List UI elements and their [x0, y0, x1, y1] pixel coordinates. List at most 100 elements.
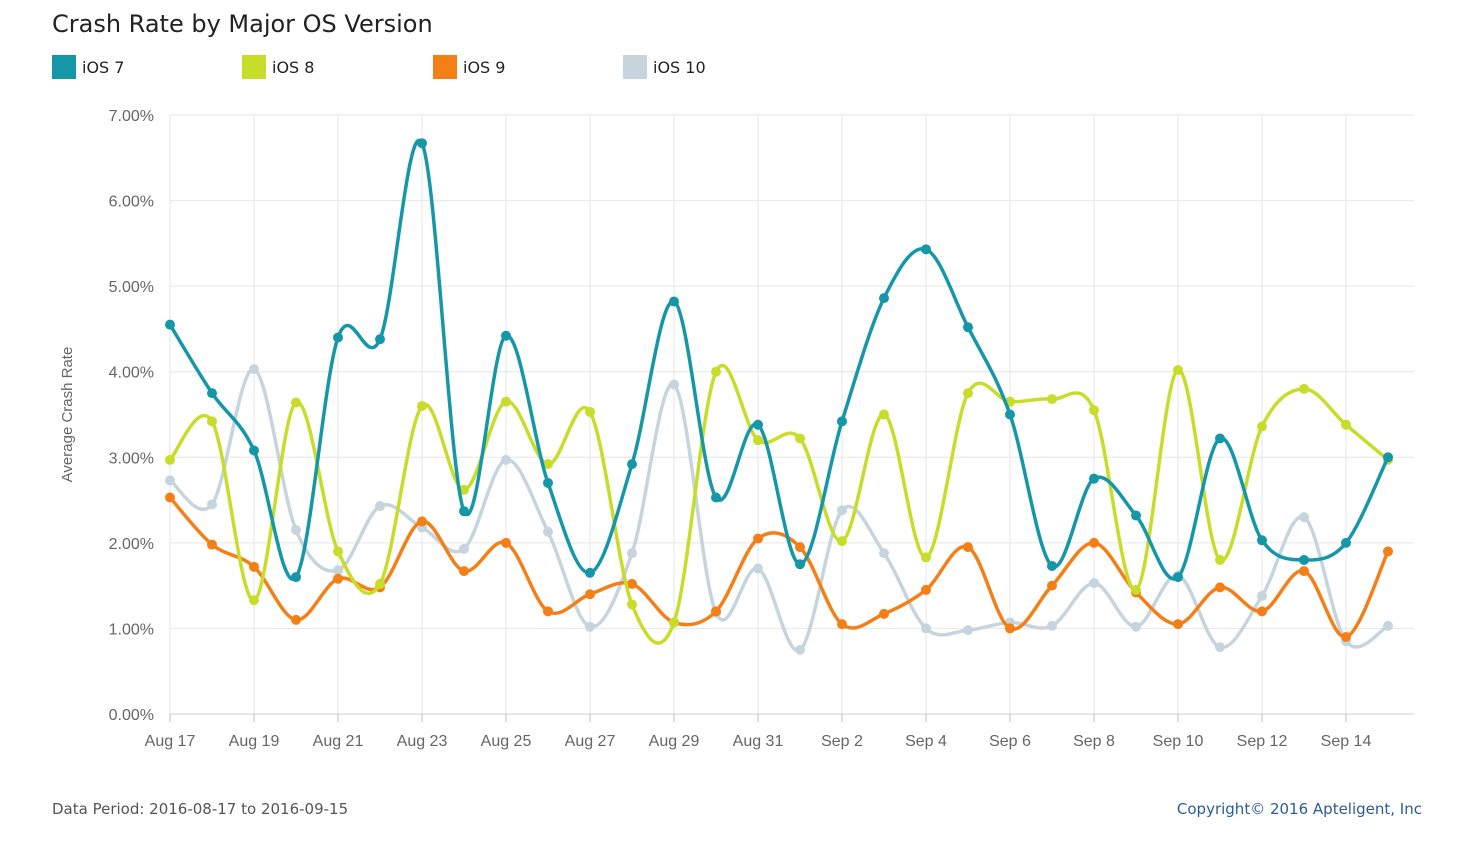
- y-tick-label: 7.00%: [109, 108, 154, 125]
- y-tick-label: 6.00%: [109, 194, 154, 211]
- data-point-ios7: [543, 477, 553, 488]
- data-point-ios7: [249, 445, 259, 456]
- data-point-ios8: [375, 578, 385, 589]
- x-tick-label: Sep 8: [1073, 733, 1115, 750]
- data-point-ios9: [543, 606, 553, 617]
- data-point-ios8: [837, 536, 847, 547]
- data-point-ios8: [1299, 383, 1309, 394]
- data-point-ios9: [333, 573, 343, 584]
- data-point-ios7: [1131, 510, 1141, 521]
- data-point-ios9: [1173, 619, 1183, 630]
- data-point-ios7: [165, 319, 175, 330]
- y-tick-label: 1.00%: [109, 621, 154, 638]
- data-point-ios8: [165, 454, 175, 465]
- y-tick-label: 0.00%: [109, 707, 154, 724]
- data-point-ios7: [417, 138, 427, 149]
- data-point-ios8: [753, 435, 763, 446]
- data-point-ios9: [1341, 631, 1351, 642]
- x-tick-label: Sep 10: [1153, 733, 1204, 750]
- data-point-ios9: [1005, 623, 1015, 634]
- data-point-ios8: [543, 459, 553, 470]
- data-point-ios8: [501, 396, 511, 407]
- legend-label-ios8: iOS 8: [272, 57, 315, 77]
- data-point-ios9: [711, 606, 721, 617]
- legend-item-ios10[interactable]: iOS 10: [623, 55, 706, 79]
- data-point-ios8: [1047, 394, 1057, 405]
- data-point-ios8: [1131, 584, 1141, 595]
- data-point-ios9: [249, 561, 259, 572]
- data-point-ios7: [1215, 433, 1225, 444]
- data-point-ios9: [627, 578, 637, 589]
- x-tick-label: Sep 14: [1321, 733, 1372, 750]
- data-point-ios10: [501, 454, 511, 465]
- data-point-ios9: [165, 492, 175, 503]
- data-point-ios10: [165, 475, 175, 486]
- x-tick-label: Aug 29: [649, 733, 700, 750]
- data-point-ios7: [1089, 473, 1099, 484]
- data-point-ios7: [963, 322, 973, 333]
- data-point-ios8: [1215, 554, 1225, 565]
- data-point-ios7: [1383, 452, 1393, 463]
- data-point-ios9: [1215, 582, 1225, 593]
- data-point-ios10: [543, 526, 553, 537]
- legend: iOS 7 iOS 8 iOS 9 iOS 10: [52, 55, 852, 79]
- chart-title: Crash Rate by Major OS Version: [52, 10, 433, 38]
- legend-label-ios10: iOS 10: [653, 57, 706, 77]
- data-point-ios7: [375, 334, 385, 345]
- data-point-ios7: [711, 492, 721, 503]
- data-point-ios7: [1173, 572, 1183, 583]
- x-tick-label: Sep 12: [1237, 733, 1288, 750]
- data-point-ios9: [291, 614, 301, 625]
- data-point-ios10: [1047, 620, 1057, 631]
- data-point-ios7: [921, 244, 931, 255]
- legend-item-ios8[interactable]: iOS 8: [242, 55, 314, 79]
- data-point-ios10: [1257, 590, 1267, 601]
- data-point-ios8: [459, 484, 469, 495]
- x-tick-label: Aug 25: [481, 733, 532, 750]
- data-point-ios9: [1257, 606, 1267, 617]
- data-point-ios10: [879, 548, 889, 559]
- data-point-ios7: [585, 567, 595, 578]
- x-tick-label: Sep 2: [821, 733, 863, 750]
- data-point-ios7: [1257, 535, 1267, 546]
- data-point-ios10: [627, 548, 637, 559]
- data-point-ios7: [837, 416, 847, 427]
- data-point-ios8: [879, 409, 889, 420]
- data-point-ios9: [879, 608, 889, 619]
- data-point-ios10: [1089, 578, 1099, 589]
- data-point-ios8: [795, 433, 805, 444]
- data-period-note: Data Period: 2016-08-17 to 2016-09-15: [52, 800, 349, 818]
- data-point-ios7: [1047, 560, 1057, 571]
- copyright-link[interactable]: Copyright© 2016 Apteligent, Inc: [1176, 800, 1422, 818]
- data-point-ios8: [249, 595, 259, 606]
- series-line-ios8: [168, 363, 1390, 645]
- data-point-ios9: [459, 566, 469, 577]
- data-point-ios7: [459, 506, 469, 517]
- data-point-ios9: [501, 537, 511, 548]
- legend-label-ios7: iOS 7: [82, 57, 125, 77]
- data-point-ios10: [1215, 642, 1225, 653]
- x-tick-label: Aug 17: [145, 733, 196, 750]
- legend-item-ios7[interactable]: iOS 7: [52, 55, 124, 79]
- data-point-ios9: [207, 539, 217, 550]
- data-point-ios9: [417, 516, 427, 527]
- data-point-ios8: [1089, 405, 1099, 416]
- legend-item-ios9[interactable]: iOS 9: [433, 55, 505, 79]
- data-point-ios9: [921, 584, 931, 595]
- y-tick-label: 4.00%: [109, 365, 154, 382]
- data-point-ios7: [795, 559, 805, 570]
- legend-swatch-ios7: [52, 55, 76, 79]
- data-point-ios10: [375, 501, 385, 512]
- data-point-ios8: [207, 416, 217, 427]
- data-point-ios8: [963, 388, 973, 399]
- x-tick-label: Aug 21: [313, 733, 364, 750]
- y-tick-label: 2.00%: [109, 536, 154, 553]
- data-point-ios7: [669, 296, 679, 307]
- data-point-ios8: [1257, 421, 1267, 432]
- data-point-ios10: [669, 379, 679, 390]
- y-axis-title: Average Crash Rate: [59, 347, 76, 483]
- data-point-ios10: [207, 499, 217, 510]
- data-point-ios8: [921, 552, 931, 563]
- data-point-ios10: [837, 505, 847, 516]
- data-point-ios7: [627, 459, 637, 470]
